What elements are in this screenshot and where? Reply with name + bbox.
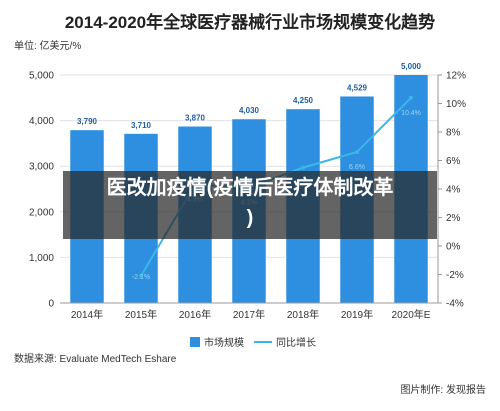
image-credit: 图片制作: 发现报告	[400, 383, 486, 396]
line-point	[301, 165, 305, 170]
left-axis: 0 1,000 2,000 3,000 4,000 5,000	[29, 71, 54, 310]
watermark-line-2: )	[246, 207, 254, 229]
watermark-banner	[63, 171, 437, 239]
y-left-tick-label: 2,000	[29, 207, 54, 218]
y-left-tick-label: 0	[48, 299, 54, 310]
watermark-line-1: 医改加疫情(疫情后医疗体制改革	[106, 177, 394, 199]
bar-value-label: 3,870	[185, 114, 206, 123]
y-left-tick-label: 3,000	[29, 162, 54, 173]
line-point	[139, 273, 143, 278]
y-left-tick-label: 4,000	[29, 116, 54, 127]
x-tick-label: 2019年	[341, 308, 373, 321]
y-right-tick-label: 10%	[446, 99, 466, 110]
right-axis: -4% -2% 0% 2% 4% 6% 8% 10% 12%	[437, 71, 466, 310]
x-tick-label: 2014年	[71, 308, 103, 321]
bar-value-label: 4,529	[347, 83, 368, 92]
x-tick-label: 2020年E	[392, 308, 431, 321]
chart-title: 2014-2020年全球医疗器械行业市场规模变化趋势	[65, 12, 435, 32]
line-point	[355, 149, 359, 154]
line-value-label: 10.4%	[401, 110, 421, 117]
y-left-tick-label: 1,000	[29, 253, 54, 264]
x-tick-label: 2016年	[179, 308, 211, 321]
y-right-tick-label: -2%	[446, 270, 464, 281]
y-right-tick-label: 0%	[446, 242, 461, 253]
source-note: 数据来源: Evaluate MedTech Eshare	[14, 352, 177, 365]
y-left-tick-label: 5,000	[29, 71, 54, 82]
x-tick-label: 2017年	[233, 308, 265, 321]
y-right-tick-label: 8%	[446, 128, 461, 139]
legend-label-bar: 市场规模	[204, 336, 244, 349]
line-value-label: 6.6%	[349, 164, 365, 171]
x-axis: 2014年 2015年 2016年 2017年 2018年 2019年 2020年E	[60, 302, 438, 321]
watermark-text: 医改加疫情(疫情后医疗体制改革 )	[63, 173, 437, 233]
y-right-tick-label: -4%	[446, 299, 464, 310]
y-right-tick-label: 6%	[446, 156, 461, 167]
y-right-tick-label: 12%	[446, 71, 466, 82]
x-tick-label: 2018年	[287, 308, 319, 321]
legend-swatch-bar	[190, 337, 200, 347]
bar-value-label: 3,790	[77, 117, 98, 126]
bar-value-label: 4,030	[239, 106, 260, 115]
bar-value-label: 4,250	[293, 96, 314, 105]
line-value-label: -2.1%	[132, 274, 150, 281]
bar-labels: 3,790 3,710 3,870 4,030 4,250 4,529 5,000	[77, 62, 422, 130]
y-right-tick-label: 4%	[446, 185, 461, 196]
bar-value-label: 5,000	[401, 62, 422, 71]
x-tick-label: 2015年	[125, 308, 157, 321]
y-right-tick-label: 2%	[446, 213, 461, 224]
legend: 市场规模 同比增长	[190, 336, 316, 349]
unit-label: 单位: 亿美元/%	[14, 39, 81, 52]
bar-value-label: 3,710	[131, 121, 152, 130]
legend-label-line: 同比增长	[276, 336, 316, 349]
line-point	[409, 95, 413, 100]
